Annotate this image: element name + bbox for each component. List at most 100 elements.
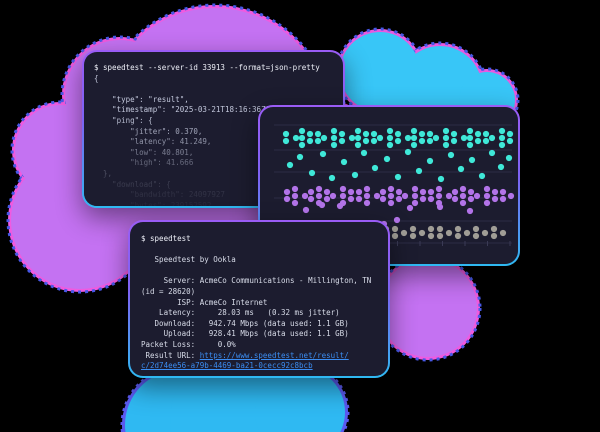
scatter-dot xyxy=(450,130,458,138)
scatter-dot xyxy=(354,127,362,135)
scatter-dot xyxy=(395,195,403,203)
scatter-dot xyxy=(308,169,316,177)
scatter-dot xyxy=(330,134,338,142)
scatter-dot xyxy=(370,130,378,138)
result-url-link[interactable]: https://www.speedtest.net/result/ xyxy=(199,350,349,360)
terminal-line: "timestamp": "2025-03-21T18:16:36Z", xyxy=(94,105,275,115)
terminal-text: Packet Loss: 0.0% xyxy=(141,339,236,349)
scatter-dot xyxy=(401,192,409,200)
scatter-dot xyxy=(306,130,314,138)
scatter-dot xyxy=(291,199,299,207)
scatter-dot xyxy=(426,130,434,138)
scatter-dot xyxy=(490,232,498,240)
result-url-link[interactable]: c/2d74ee56-a79b-4469-ba21-0cecc92c8bcb xyxy=(141,361,313,371)
terminal-line: c/2d74ee56-a79b-4469-ba21-0cecc92c8bcb xyxy=(141,361,377,372)
scatter-dot xyxy=(330,127,338,135)
scatter-dot xyxy=(351,171,359,179)
scatter-dot xyxy=(418,137,426,145)
scatter-dot xyxy=(371,164,379,172)
scatter-dot xyxy=(339,192,347,200)
scatter-dot xyxy=(282,130,290,138)
scatter-dot xyxy=(427,188,435,196)
scatter-dot xyxy=(373,192,381,200)
scatter-dot xyxy=(481,229,489,237)
scatter-dot xyxy=(410,134,418,142)
scatter-dot xyxy=(472,225,480,233)
scatter-dot xyxy=(498,134,506,142)
scatter-dot xyxy=(451,195,459,203)
scatter-dot xyxy=(298,127,306,135)
scatter-dot xyxy=(466,127,474,135)
terminal-line: Latency: 28.03 ms (0.32 ms jitter) xyxy=(141,308,377,319)
terminal-line xyxy=(141,266,377,277)
scatter-dot xyxy=(497,163,505,171)
scatter-dot xyxy=(507,192,515,200)
scatter-dot xyxy=(491,195,499,203)
scatter-dot xyxy=(314,130,322,138)
scatter-dot xyxy=(466,134,474,142)
scatter-dot xyxy=(467,188,475,196)
scatter-dot xyxy=(478,172,486,180)
scatter-dot xyxy=(302,206,310,214)
terminal-line: Download: 942.74 Mbps (data used: 1.1 GB… xyxy=(141,319,377,330)
scatter-dot xyxy=(319,150,327,158)
scatter-dot xyxy=(432,134,440,142)
scatter-dot xyxy=(506,137,514,145)
scatter-dot xyxy=(363,192,371,200)
scatter-dot xyxy=(387,192,395,200)
terminal-speedtest-screen: $ speedtest Speedtest by Ookla Server: A… xyxy=(130,222,388,376)
scatter-dot xyxy=(394,137,402,145)
scatter-dot xyxy=(437,175,445,183)
terminal-line: Packet Loss: 0.0% xyxy=(141,340,377,351)
scatter-dot xyxy=(314,137,322,145)
terminal-line: Server: AcmeCo Communications - Millingt… xyxy=(141,276,377,287)
terminal-line xyxy=(141,245,377,256)
scatter-dot xyxy=(467,195,475,203)
scatter-dot xyxy=(323,188,331,196)
scatter-dot xyxy=(362,137,370,145)
terminal-line: Upload: 928.41 Mbps (data used: 1.1 GB) xyxy=(141,329,377,340)
scatter-dot xyxy=(411,199,419,207)
scatter-dot xyxy=(498,127,506,135)
terminal-text: Result URL: xyxy=(141,350,200,360)
scatter-dot xyxy=(459,199,467,207)
scatter-dot xyxy=(376,134,384,142)
scatter-dot xyxy=(338,130,346,138)
scatter-dot xyxy=(410,127,418,135)
scatter-dot xyxy=(298,134,306,142)
scatter-dot xyxy=(306,137,314,145)
terminal-line: Result URL: https://www.speedtest.net/re… xyxy=(141,351,377,362)
scatter-dot xyxy=(499,229,507,237)
scatter-dot xyxy=(445,192,453,200)
scatter-dot xyxy=(488,149,496,157)
scatter-dot xyxy=(354,141,362,149)
terminal-line: (id = 28620) xyxy=(141,287,377,298)
scatter-dot xyxy=(283,195,291,203)
scatter-dot xyxy=(387,185,395,193)
scatter-dot xyxy=(282,137,290,145)
scatter-dot xyxy=(436,203,444,211)
scatter-dot xyxy=(301,192,309,200)
scatter-dot xyxy=(457,165,465,173)
scatter-dot xyxy=(291,185,299,193)
scatter-dot xyxy=(336,202,344,210)
scatter-dot xyxy=(400,229,408,237)
scatter-dot xyxy=(406,204,414,212)
scatter-dot xyxy=(404,134,412,142)
scatter-dot xyxy=(506,130,514,138)
scatter-dot xyxy=(442,141,450,149)
scatter-dot xyxy=(391,225,399,233)
scatter-dot xyxy=(426,157,434,165)
scatter-dot xyxy=(454,232,462,240)
scatter-dot xyxy=(427,225,435,233)
scatter-dot xyxy=(383,155,391,163)
terminal-line: ISP: AcmeCo Internet xyxy=(141,298,377,309)
terminal-line: { xyxy=(94,73,99,83)
scatter-dot xyxy=(347,195,355,203)
scatter-dot xyxy=(348,134,356,142)
scatter-dot xyxy=(459,192,467,200)
terminal-text: (id = 28620) xyxy=(141,286,196,296)
scatter-dot xyxy=(411,192,419,200)
scatter-dot xyxy=(386,141,394,149)
scatter-dot xyxy=(404,148,412,156)
